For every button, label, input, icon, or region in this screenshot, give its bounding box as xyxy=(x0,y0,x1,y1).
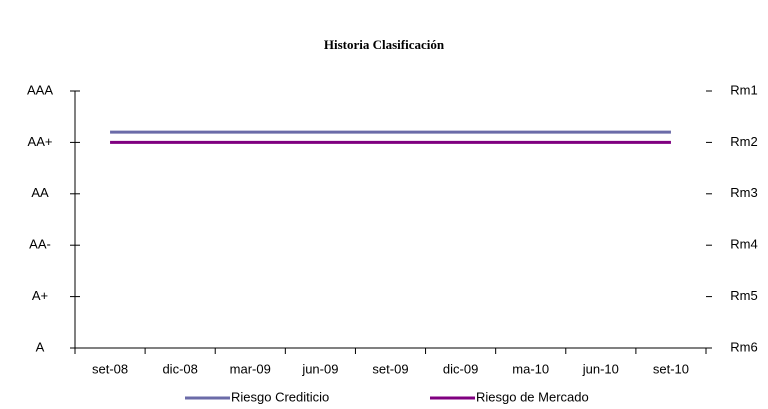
y-tick-label: AAA xyxy=(27,82,53,97)
x-tick-label: mar-09 xyxy=(230,361,271,376)
x-tick-label: set-09 xyxy=(372,361,408,376)
y-tick-label: A xyxy=(36,339,45,354)
x-tick-label: dic-08 xyxy=(162,361,197,376)
y2-tick-label: Rm2 xyxy=(730,134,757,149)
legend-label: Riesgo de Mercado xyxy=(476,389,589,404)
x-tick-label: ma-10 xyxy=(512,361,549,376)
y2-tick-label: Rm3 xyxy=(730,185,757,200)
x-tick-label: jun-09 xyxy=(301,361,338,376)
x-tick-label: set-10 xyxy=(653,361,689,376)
y2-tick-label: Rm1 xyxy=(730,82,757,97)
y-tick-label: A+ xyxy=(32,288,48,303)
legend-label: Riesgo Crediticio xyxy=(231,389,329,404)
x-tick-label: jun-10 xyxy=(582,361,619,376)
chart-title: Historia Clasificación xyxy=(324,37,445,52)
y-tick-label: AA- xyxy=(29,237,51,252)
x-tick-label: set-08 xyxy=(92,361,128,376)
y-tick-label: AA+ xyxy=(28,134,53,149)
y2-tick-label: Rm4 xyxy=(730,237,757,252)
y-tick-label: AA xyxy=(31,185,49,200)
y2-tick-label: Rm6 xyxy=(730,339,757,354)
y2-tick-label: Rm5 xyxy=(730,288,757,303)
x-tick-label: dic-09 xyxy=(443,361,478,376)
